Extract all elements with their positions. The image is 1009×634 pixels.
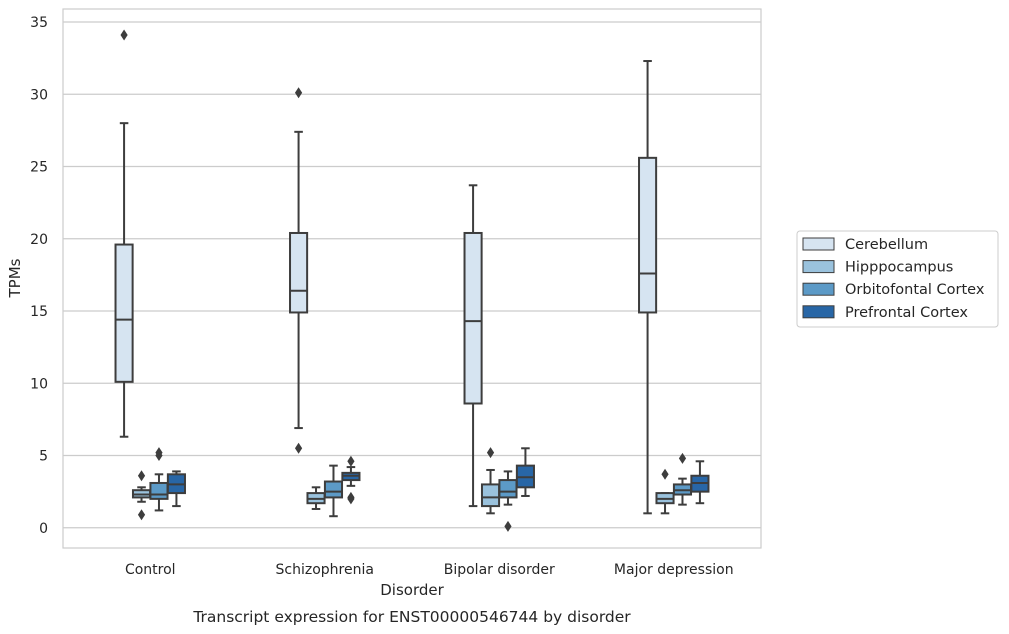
x-tick-label: Control: [125, 562, 176, 578]
box-prefrontal-cortex: [515, 447, 535, 497]
x-tick-label: Schizophrenia: [276, 562, 374, 578]
box-hipppocampus: [655, 468, 675, 515]
box-cerebellum: [114, 29, 134, 438]
outlier-marker: [347, 455, 355, 467]
boxes: [114, 29, 710, 532]
outlier-marker: [120, 29, 128, 41]
box-iqr: [149, 481, 169, 500]
box-cerebellum: [638, 60, 658, 515]
box-orbitofontal-cortex: [323, 464, 344, 518]
box-orbitofontal-cortex: [149, 447, 169, 512]
legend-label: Prefrontal Cortex: [845, 305, 968, 321]
box-cerebellum: [463, 184, 483, 508]
plot-frame: [62, 8, 762, 549]
x-axis-label: Disorder: [380, 581, 444, 599]
box-iqr: [638, 156, 658, 314]
y-tick-label: 15: [30, 304, 48, 320]
legend-frame: [796, 230, 999, 328]
outlier-marker: [155, 450, 163, 462]
y-tick-label: 0: [39, 521, 48, 537]
box-cerebellum: [289, 87, 309, 454]
legend-swatch: [802, 260, 835, 274]
box-iqr: [323, 480, 344, 499]
legend: Cerebellum Hipppocampus Orbitofontal Corte…: [796, 230, 999, 328]
legend-swatch: [802, 237, 835, 251]
legend-label: Orbitofontal Cortex: [845, 282, 985, 298]
box-orbitofontal-cortex: [672, 452, 693, 506]
x-tick-label: Major depression: [614, 562, 734, 578]
box-iqr: [498, 479, 518, 499]
legend-label: Cerebellum: [845, 237, 928, 253]
box-iqr: [114, 243, 134, 383]
box-iqr: [463, 231, 483, 405]
box-iqr: [480, 483, 501, 508]
outlier-marker: [486, 447, 495, 459]
grid-lines: [63, 21, 761, 529]
y-tick-label: 5: [39, 449, 48, 465]
box-prefrontal-cortex: [166, 470, 186, 508]
outlier-marker: [294, 442, 303, 454]
outlier-marker: [347, 493, 355, 505]
outlier-marker: [137, 509, 146, 521]
y-tick-labels: 0 5 10 15 20 25 30 35: [30, 15, 48, 537]
y-tick-label: 25: [30, 160, 48, 176]
x-tick-label: Bipolar disorder: [444, 562, 555, 578]
box-prefrontal-cortex: [341, 455, 361, 505]
legend-label: Hipppocampus: [845, 260, 953, 276]
x-tick-labels: Control Schizophrenia Bipolar disorder Majo…: [125, 562, 734, 578]
box-hipppocampus: [480, 447, 501, 515]
outlier-marker: [294, 87, 303, 99]
box-hipppocampus: [131, 470, 152, 521]
legend-swatch: [802, 282, 835, 296]
box-iqr: [289, 231, 309, 314]
box-hipppocampus: [306, 486, 326, 510]
y-axis-label: TPMs: [6, 258, 24, 298]
outlier-marker: [661, 468, 669, 480]
box-orbitofontal-cortex: [498, 470, 518, 532]
outlier-marker: [678, 452, 687, 464]
box-prefrontal-cortex: [690, 460, 710, 505]
legend-swatch: [802, 305, 835, 319]
y-tick-label: 10: [30, 376, 48, 392]
y-tick-label: 30: [30, 87, 48, 103]
y-tick-label: 35: [30, 15, 48, 31]
outlier-marker: [504, 520, 512, 532]
chart-caption: Transcript expression for ENST0000054674…: [192, 608, 631, 626]
y-tick-label: 20: [30, 232, 48, 248]
outlier-marker: [137, 470, 146, 482]
